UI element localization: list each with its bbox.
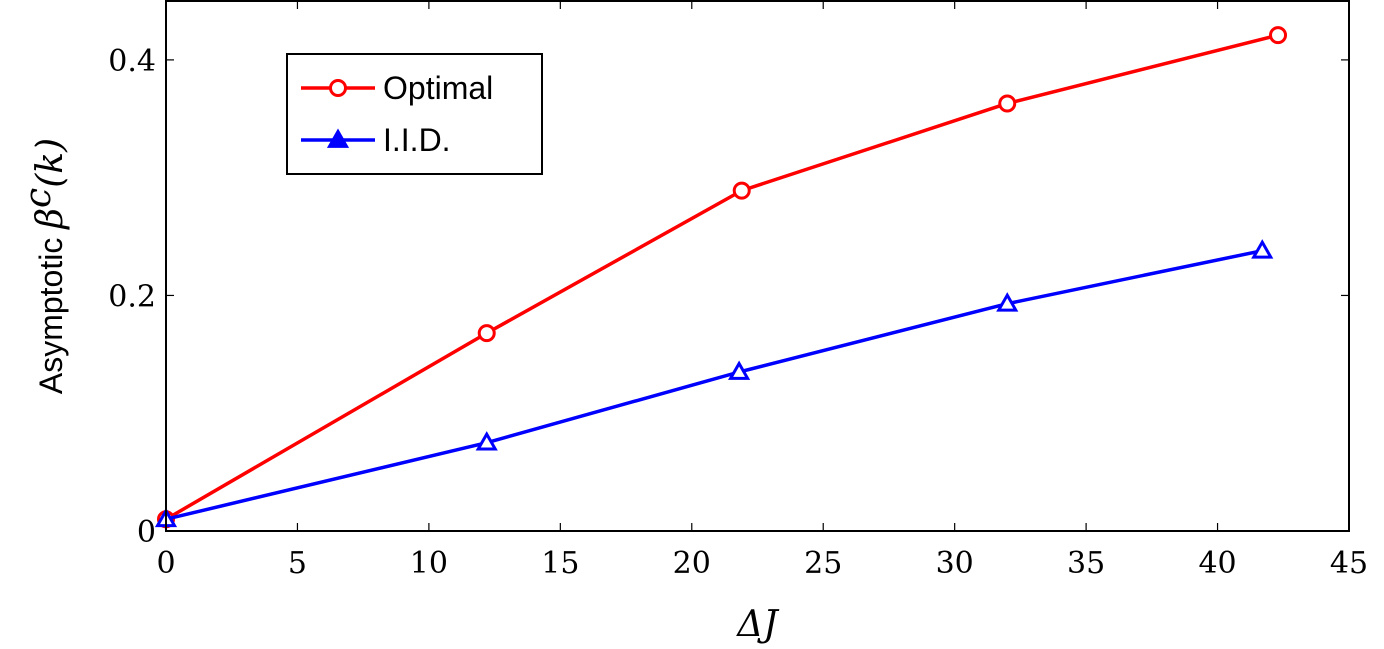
legend-items: Optimal I.I.D. — [301, 70, 493, 158]
legend-box — [286, 53, 543, 175]
data-point-circle — [1269, 26, 1288, 45]
x-tick-label: 0 — [156, 546, 175, 581]
legend-entry: I.I.D. — [301, 122, 451, 158]
x-tick-label: 25 — [804, 546, 842, 581]
data-point-circle — [477, 324, 496, 343]
x-tick-labels: 0 5 10 15 20 25 30 35 40 45 — [156, 546, 1368, 581]
x-tick-label: 15 — [541, 546, 579, 581]
series-group — [157, 26, 1288, 529]
y-axis-title-symbol: β — [30, 208, 71, 231]
y-tick-label: 0.4 — [108, 44, 156, 79]
x-tick-label: 35 — [1067, 546, 1105, 581]
x-tick-label: 5 — [288, 546, 307, 581]
data-point-circle — [732, 181, 751, 200]
y-axis-title-superscript: c — [18, 188, 59, 208]
series-group — [154, 239, 1274, 528]
legend-marker-circle — [329, 79, 347, 97]
plot-frame — [165, 0, 1350, 532]
legend-label: I.I.D. — [383, 122, 451, 158]
y-tick-label: 0 — [137, 515, 156, 550]
y-axis-title: Asymptotic βc(k) — [18, 138, 71, 394]
x-tick-label: 10 — [410, 546, 448, 581]
y-tick-labels: 0 0.2 0.4 — [108, 44, 156, 550]
series-layer — [154, 26, 1288, 529]
data-point-circle — [998, 94, 1017, 113]
data-point-triangle — [475, 431, 498, 451]
data-point-triangle — [728, 360, 751, 380]
x-axis-title: ΔJ — [735, 604, 780, 645]
x-tick-label: 20 — [673, 546, 711, 581]
x-tick-label: 40 — [1198, 546, 1236, 581]
legend-label: Optimal — [383, 70, 493, 106]
y-axis-title-args: (k) — [30, 138, 71, 188]
legend: Optimal I.I.D. — [286, 53, 543, 175]
data-point-triangle — [1251, 239, 1274, 259]
x-tick-label: 30 — [936, 546, 974, 581]
x-tick-label: 45 — [1330, 546, 1368, 581]
legend-marker-triangle — [326, 128, 350, 148]
legend-entry: Optimal — [301, 70, 493, 106]
y-tick-label: 0.2 — [108, 279, 156, 314]
data-point-triangle — [996, 292, 1019, 312]
y-axis-title-text: Asymptotic — [33, 229, 69, 394]
series-line — [165, 248, 1263, 521]
